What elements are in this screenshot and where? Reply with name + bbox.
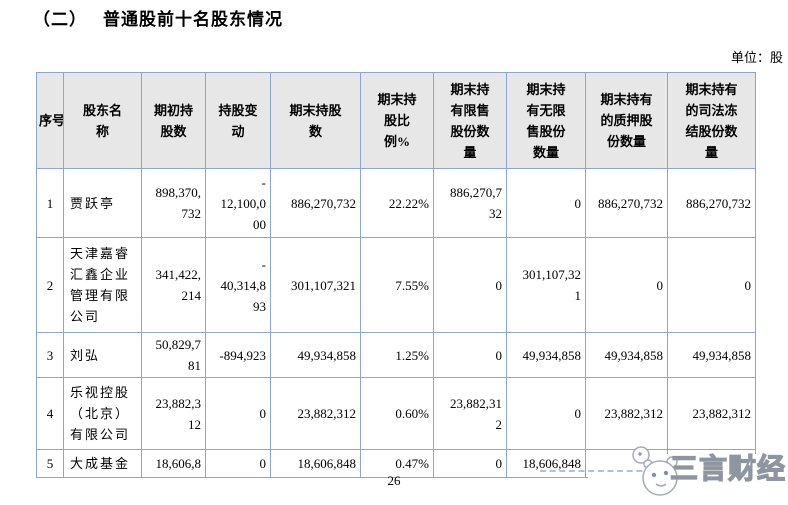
watermark-brand-text: 三言财经 xyxy=(669,448,788,495)
watermark-dashed-line xyxy=(540,470,652,472)
watermark-mask xyxy=(588,454,788,504)
table-cell: 50,829,7 81 xyxy=(141,332,206,378)
table-cell: 0 xyxy=(667,237,756,333)
table-cell: 0 xyxy=(433,332,507,378)
table-cell: 5 xyxy=(36,449,64,478)
table-cell: 301,107,32 1 xyxy=(506,237,586,333)
table-cell: 49,934,858 xyxy=(506,332,586,378)
table-cell: 23,882,312 xyxy=(270,377,361,450)
table-cell: 886,270,732 xyxy=(667,168,756,238)
top-shareholders-table: 序号 股东名 称期初持 股数 持股变 动期末持股 数期末持 股比 例% 期末持 有限售… xyxy=(36,72,756,478)
table-row: 3 刘弘 50,829,7 81 -894,923 49,934,858 1.25% 0 49… xyxy=(36,332,756,378)
unit-label: 单位：股 xyxy=(730,50,783,65)
panda-mascot-icon xyxy=(626,442,682,505)
table-cell: 886,270,732 xyxy=(270,168,361,238)
page-number: 26 xyxy=(387,473,401,488)
table-row: 1 贾跃亭 898,370, 732- 12,100,0 00 886,270,732… xyxy=(36,168,756,238)
table-cell: 49,934,858 xyxy=(667,332,756,378)
table-cell: 2 xyxy=(36,237,64,333)
table-cell: 886,270,732 xyxy=(585,168,668,238)
column-header: 期末持 有无限 售股份 数量 xyxy=(506,72,586,169)
table-cell: 3 xyxy=(36,332,64,378)
table-row: 2 天津嘉睿 汇鑫企业 管理有限 公司 341,422, 214- 40,314,8… xyxy=(36,237,756,333)
table-cell: 0 xyxy=(205,377,271,450)
column-header: 期末持有 的质押股 份数量 xyxy=(585,72,668,169)
table-cell: 0 xyxy=(585,237,668,333)
table-cell: 23,882,31 2 xyxy=(433,377,507,450)
table-cell: 0 xyxy=(506,168,586,238)
shareholder-name-cell: 天津嘉睿 汇鑫企业 管理有限 公司 xyxy=(63,237,142,333)
table-header-row: 序号 股东名 称期初持 股数 持股变 动期末持股 数期末持 股比 例% 期末持 有限售… xyxy=(36,72,756,169)
table-cell: 0 xyxy=(433,237,507,333)
table-cell: 1.25% xyxy=(360,332,434,378)
column-header: 期末持 有限售 股份数 量 xyxy=(433,72,507,169)
table-cell: 341,422, 214 xyxy=(141,237,206,333)
column-header: 序号 xyxy=(36,72,64,169)
column-header: 期末持有 的司法冻 结股份数 量 xyxy=(667,72,756,169)
table-cell: - 40,314,8 93 xyxy=(205,237,271,333)
table-cell: 23,882,3 12 xyxy=(141,377,206,450)
table-cell: 0.47% xyxy=(360,449,434,478)
table-row: 4 乐视控股 （北京） 有限公司 23,882,3 12 0 23,882,312 0.6… xyxy=(36,377,756,450)
table-cell: 1 xyxy=(36,168,64,238)
table-cell: 18,606,848 xyxy=(506,449,586,478)
table-cell: 23,882,312 xyxy=(667,377,756,450)
table-cell: 0.60% xyxy=(360,377,434,450)
section-title: 普通股前十名股东情况 xyxy=(103,10,283,29)
table-cell: - 12,100,0 00 xyxy=(205,168,271,238)
table-cell: 886,270,7 32 xyxy=(433,168,507,238)
table-cell: 49,934,858 xyxy=(585,332,668,378)
column-header: 持股变 动 xyxy=(205,72,271,169)
svg-text:三言财经: 三言财经 xyxy=(670,452,786,485)
shareholder-name-cell: 刘弘 xyxy=(63,332,142,378)
table-cell: 0 xyxy=(205,449,271,478)
table-cell: 7.55% xyxy=(360,237,434,333)
table-cell: 301,107,321 xyxy=(270,237,361,333)
column-header: 期初持 股数 xyxy=(141,72,206,169)
column-header: 期末持 股比 例% xyxy=(360,72,434,169)
section-heading: （二） 普通股前十名股东情况 xyxy=(33,5,283,30)
table-cell: 0 xyxy=(433,449,507,478)
table-cell: 23,882,312 xyxy=(585,377,668,450)
column-header: 期末持股 数 xyxy=(270,72,361,169)
table-cell: 898,370, 732 xyxy=(141,168,206,238)
table-cell: -894,923 xyxy=(205,332,271,378)
table-cell: 22.22% xyxy=(360,168,434,238)
table-cell: 0 xyxy=(506,377,586,450)
section-number: （二） xyxy=(33,10,87,29)
shareholder-name-cell: 乐视控股 （北京） 有限公司 xyxy=(63,377,142,450)
table-cell: 4 xyxy=(36,377,64,450)
table-cell: 49,934,858 xyxy=(270,332,361,378)
shareholder-name-cell: 贾跃亭 xyxy=(63,168,142,238)
column-header: 股东名 称 xyxy=(63,72,142,169)
